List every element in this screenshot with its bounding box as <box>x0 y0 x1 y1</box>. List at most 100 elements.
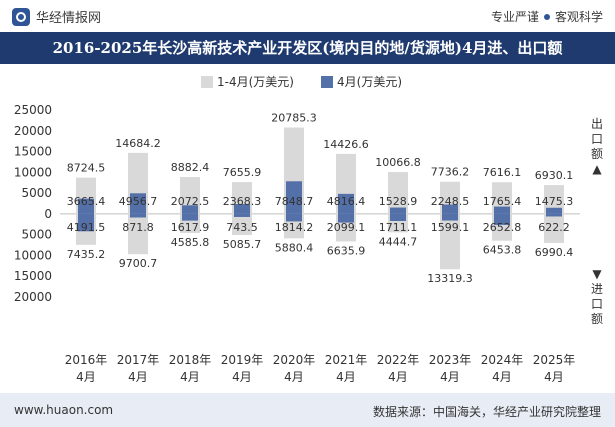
y-tick-label: 20000 <box>14 124 52 138</box>
label-ytd-export: 14684.2 <box>115 137 161 150</box>
label-ytd-export: 7655.9 <box>223 166 262 179</box>
x-tick-year: 2025年 <box>533 353 576 367</box>
label-ytd-import: 5880.4 <box>275 241 314 254</box>
bar-month-export <box>546 207 562 214</box>
label-month-import: 2099.1 <box>327 221 366 234</box>
label-month-export: 7848.7 <box>275 195 314 208</box>
label-month-import: 4191.5 <box>67 221 106 234</box>
bar-month-import <box>182 213 198 221</box>
x-tick-month: 4月 <box>388 370 408 384</box>
side-label-export: 口 <box>591 132 603 146</box>
bar-month-import <box>494 213 510 225</box>
label-month-import: 1814.2 <box>275 221 314 234</box>
bar-month-import <box>338 213 354 223</box>
label-month-import: 743.5 <box>226 221 258 234</box>
legend-label-ytd: 1-4月(万美元) <box>217 75 294 89</box>
label-month-import: 2652.8 <box>483 221 522 234</box>
bullet-dot-icon <box>543 13 550 20</box>
label-ytd-import: 4444.7 <box>379 235 418 248</box>
side-label-export: 额 <box>591 147 603 161</box>
y-tick-label: 5000 <box>21 186 52 200</box>
bar-month-import <box>286 213 302 222</box>
label-ytd-export: 10066.8 <box>375 156 421 169</box>
bar-month-import <box>130 213 146 218</box>
bar-month-export <box>494 206 510 214</box>
tagline-left: 专业严谨 <box>490 10 539 24</box>
label-ytd-export: 8882.4 <box>171 161 210 174</box>
label-month-export: 1475.3 <box>535 195 574 208</box>
bar-ytd-export <box>492 182 512 214</box>
label-month-export: 2368.3 <box>223 195 262 208</box>
data-source: 数据来源：中国海关，华经产业研究院整理 <box>372 405 601 419</box>
bar-month-import <box>234 213 250 217</box>
label-month-export: 4956.7 <box>119 195 158 208</box>
x-tick-month: 4月 <box>180 370 200 384</box>
label-ytd-import: 5085.7 <box>223 238 262 251</box>
side-label-import: 进 <box>591 282 603 296</box>
y-tick-label: 15000 <box>14 269 52 283</box>
x-tick-month: 4月 <box>128 370 148 384</box>
label-month-export: 4816.4 <box>327 195 366 208</box>
label-ytd-import: 13319.3 <box>427 272 473 285</box>
label-ytd-export: 8724.5 <box>67 162 106 175</box>
side-label-import: ▼ <box>592 267 602 281</box>
bar-ytd-import <box>440 213 460 270</box>
bar-ytd-import <box>232 213 252 236</box>
label-month-export: 2248.5 <box>431 195 470 208</box>
x-tick-month: 4月 <box>232 370 252 384</box>
side-label-export: ▲ <box>592 162 602 176</box>
bar-chart: 1-4月(万美元) 4月(万美元) 25000 20000 15000 10000 5000… <box>14 75 603 384</box>
side-label-export: 出 <box>591 117 603 131</box>
label-ytd-import: 4585.8 <box>171 236 210 249</box>
label-month-import: 1711.1 <box>379 221 418 234</box>
bar-month-export <box>442 204 458 214</box>
x-tick-year: 2017年 <box>117 353 160 367</box>
footer-url[interactable]: www.huaon.com <box>14 403 114 417</box>
y-tick-label: 10000 <box>14 248 52 262</box>
x-tick-year: 2024年 <box>481 353 524 367</box>
label-ytd-import: 7435.2 <box>67 248 106 261</box>
tagline: 专业严谨 客观科学 <box>491 8 603 25</box>
x-tick-month: 4月 <box>544 370 564 384</box>
y-tick-label: 5000 <box>21 228 52 242</box>
bar-ytd-import <box>544 213 564 243</box>
label-ytd-export: 6930.1 <box>535 169 574 182</box>
label-ytd-import: 6990.4 <box>535 246 574 259</box>
label-month-export: 1528.9 <box>379 195 418 208</box>
label-month-export: 1765.4 <box>483 195 522 208</box>
brand-name: 华经情报网 <box>36 11 102 26</box>
tagline-right: 客观科学 <box>554 10 603 24</box>
x-tick-year: 2023年 <box>429 353 472 367</box>
x-tick-year: 2020年 <box>273 353 316 367</box>
footer: www.huaon.com 数据来源：中国海关，华经产业研究院整理 <box>0 393 615 427</box>
x-tick-month: 4月 <box>76 370 96 384</box>
label-month-import: 622.2 <box>538 221 570 234</box>
bar-month-export <box>286 181 302 214</box>
legend-label-month: 4月(万美元) <box>337 75 402 89</box>
bar-month-import <box>442 213 458 221</box>
y-tick-label: 25000 <box>14 103 52 117</box>
bar-month-import <box>78 213 94 232</box>
legend-swatch-month <box>321 76 333 88</box>
brand: 华经情报网 <box>12 7 101 26</box>
label-month-import: 1617.9 <box>171 221 210 234</box>
bar-ytd-export <box>180 176 200 214</box>
label-ytd-export: 7736.2 <box>431 166 470 179</box>
bar-ytd-export <box>388 172 408 214</box>
label-ytd-export: 7616.1 <box>483 166 522 179</box>
bar-month-export <box>130 193 146 214</box>
x-tick-month: 4月 <box>284 370 304 384</box>
x-tick-month: 4月 <box>440 370 460 384</box>
x-tick-month: 4月 <box>336 370 356 384</box>
label-month-import: 1599.1 <box>431 221 470 234</box>
x-tick-year: 2021年 <box>325 353 368 367</box>
label-month-export: 2072.5 <box>171 195 210 208</box>
x-tick-month: 4月 <box>492 370 512 384</box>
side-label-import: 额 <box>591 312 603 326</box>
label-ytd-export: 14426.6 <box>323 138 369 151</box>
label-ytd-import: 6635.9 <box>327 244 366 257</box>
bar-month-export <box>338 193 354 214</box>
x-tick-year: 2016年 <box>65 353 108 367</box>
chart-title: 2016-2025年长沙高新技术产业开发区(境内目的地/货源地)4月进、出口额 <box>0 32 615 64</box>
bar-month-export <box>182 205 198 214</box>
